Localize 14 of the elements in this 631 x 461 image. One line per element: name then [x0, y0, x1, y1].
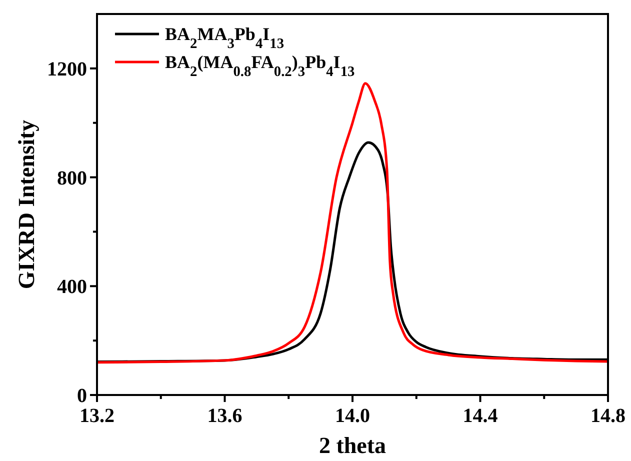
y-tick-label: 400 [57, 276, 87, 298]
y-tick-label: 1200 [47, 58, 87, 80]
text: BA$_{2}$(MA$_{0.8}$FA$_{0.2}$)$_{3}$Pb$_{4}$I$_{13}$ [165, 52, 355, 80]
y-axis-title: GIXRD Intensity [14, 119, 39, 290]
x-axis-title: 2 theta [318, 433, 387, 458]
y-tick-label: 0 [77, 385, 87, 407]
x-tick-label: 14.4 [462, 405, 498, 427]
x-tick-label: 13.2 [80, 405, 114, 427]
legend-label: BA$_{2}$MA$_{3}$Pb$_{4}$I$_{13}$ [165, 24, 284, 52]
x-tick-label: 13.6 [207, 405, 242, 427]
line-series [97, 82, 608, 364]
x-tick-label: 14.0 [335, 405, 370, 427]
x-tick-label: 14.8 [590, 405, 626, 427]
y-tick-label: 800 [57, 167, 87, 190]
